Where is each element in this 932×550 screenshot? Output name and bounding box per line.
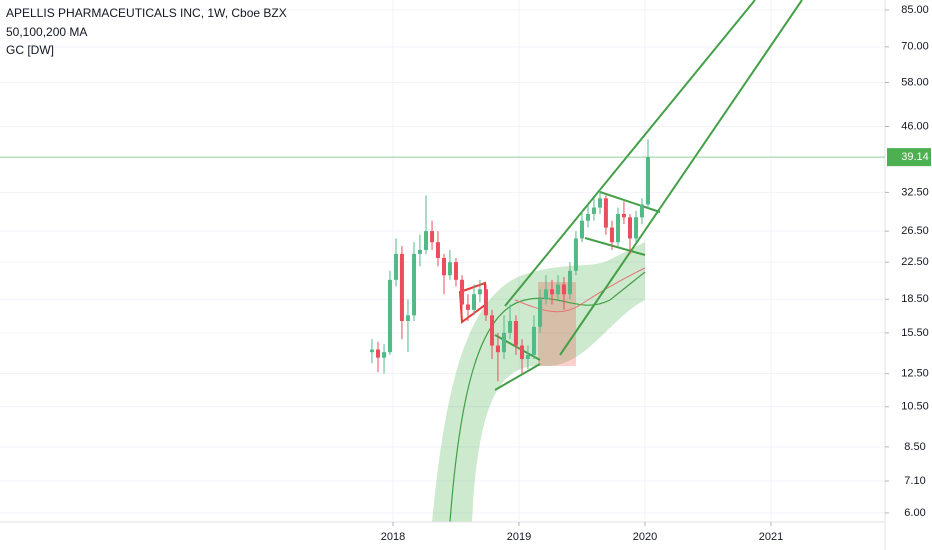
- channel-lower: [559, 0, 803, 356]
- candle-body: [508, 321, 513, 333]
- candle-body: [399, 253, 404, 322]
- y-tick-label: 58.00: [901, 76, 929, 88]
- drawings: [432, 0, 803, 523]
- candle-body: [375, 349, 380, 358]
- ma-line: [514, 267, 646, 313]
- y-tick-label: 70.00: [901, 41, 929, 53]
- candle-body: [561, 284, 566, 295]
- x-tick-label: 2021: [759, 531, 783, 543]
- candle-body: [477, 289, 482, 295]
- x-tick-label: 2020: [633, 531, 657, 543]
- candle-body: [549, 289, 554, 295]
- candle-body: [435, 242, 440, 258]
- candle-body: [579, 220, 584, 239]
- x-tick-label: 2019: [507, 531, 531, 543]
- wedge-line: [494, 363, 541, 391]
- candle-body: [616, 214, 621, 243]
- candle-body: [423, 231, 428, 250]
- candle-body: [447, 262, 452, 276]
- y-tick-label: 22.50: [901, 256, 929, 268]
- y-tick-label: 18.50: [901, 293, 929, 305]
- y-tick-label: 8.50: [904, 441, 925, 453]
- candle-body: [495, 345, 500, 353]
- channel-upper: [504, 0, 756, 307]
- candle-body: [430, 231, 435, 243]
- pennant-line: [599, 191, 661, 213]
- candle-body: [490, 315, 495, 346]
- candle-body: [531, 326, 536, 355]
- candle-body: [387, 279, 392, 353]
- candle-body: [556, 284, 561, 295]
- y-tick-label: 6.00: [904, 507, 925, 519]
- candle-body: [483, 289, 488, 316]
- candle-body: [382, 352, 387, 358]
- candle-body: [538, 299, 543, 327]
- candle-body: [417, 249, 422, 254]
- candle-body: [520, 345, 525, 360]
- y-tick-label: 46.00: [901, 120, 929, 132]
- candle-body: [586, 214, 591, 221]
- indicator-label: 50,100,200 MA: [6, 25, 87, 39]
- y-tick-label: 7.10: [904, 475, 925, 487]
- candle-body: [460, 279, 465, 305]
- candle-body: [442, 257, 447, 276]
- candle-body: [609, 227, 614, 243]
- candle-body: [453, 262, 458, 280]
- candle-body: [627, 217, 632, 239]
- candle-body: [646, 157, 651, 205]
- candle-body: [471, 294, 476, 310]
- y-tick-label: 85.00: [901, 4, 929, 16]
- candle-body: [369, 349, 374, 353]
- x-tick-label: 2018: [381, 531, 405, 543]
- candle-body: [573, 238, 578, 271]
- y-tick-label: 10.50: [901, 401, 929, 413]
- last-price-box: [887, 148, 931, 167]
- candle-body: [465, 304, 470, 310]
- candle-body: [603, 198, 608, 228]
- candle-body: [591, 207, 596, 215]
- grid: [0, 0, 885, 522]
- pennant-line: [584, 237, 646, 256]
- candle-body: [405, 315, 410, 322]
- candle-body: [412, 253, 417, 316]
- candle-body: [501, 332, 506, 353]
- y-tick-label: 12.50: [901, 368, 929, 380]
- candle-body: [513, 321, 518, 346]
- y-tick-label: 26.50: [901, 225, 929, 237]
- candle-body: [543, 289, 548, 300]
- candle-body: [597, 198, 602, 208]
- candle-body: [621, 214, 626, 218]
- candle-body: [525, 354, 530, 360]
- y-tick-label: 32.50: [901, 186, 929, 198]
- last-price-label: 39.14: [901, 151, 929, 163]
- indicator-label: GC [DW]: [6, 43, 54, 57]
- chart-title: APELLIS PHARMACEUTICALS INC, 1W, Cboe BZ…: [6, 6, 287, 20]
- candle-body: [568, 270, 573, 295]
- y-tick-label: 15.50: [901, 327, 929, 339]
- candle-body: [394, 253, 399, 280]
- candle-body: [639, 204, 644, 218]
- candle-body: [634, 217, 639, 239]
